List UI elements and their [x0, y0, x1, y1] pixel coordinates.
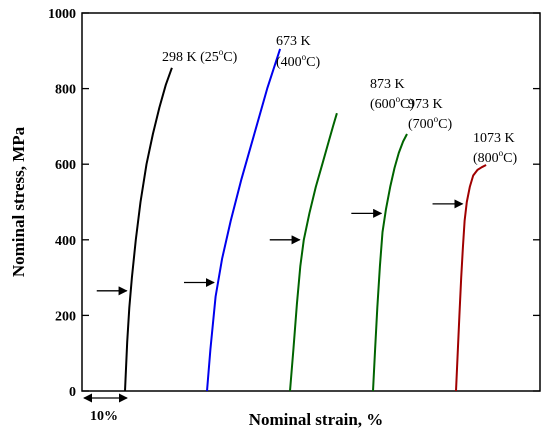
scale-bar-label: 10% — [90, 409, 118, 424]
curve-line — [455, 164, 487, 392]
yield-arrows — [96, 199, 464, 296]
curve-line — [372, 133, 408, 392]
curve-label-line2: (800oC) — [473, 148, 518, 166]
curve-line — [206, 48, 282, 392]
curve-label-line1: 298 K (25oC) — [162, 47, 238, 65]
curve-label-line1: 873 K — [370, 77, 405, 92]
curve-label-line1: 673 K — [276, 34, 311, 49]
y-tick-label: 1000 — [48, 7, 76, 22]
strain-scale-bar: 10% — [83, 393, 128, 424]
y-tick-label: 800 — [55, 83, 76, 98]
y-tick-label: 200 — [55, 309, 76, 324]
curve-label-line2: (700oC) — [408, 114, 453, 132]
y-tick-label: 0 — [69, 385, 76, 400]
curve-labels: 298 K (25oC) 673 K (400oC) 873 K (600oC)973 … — [162, 34, 518, 166]
curve-label-line1: 1073 K — [473, 131, 515, 146]
curves — [124, 48, 487, 392]
y-tick-label: 400 — [55, 234, 76, 249]
curve-label-line1: 973 K — [408, 97, 443, 112]
x-axis-title: Nominal strain, % — [249, 410, 384, 429]
curve-line — [289, 112, 338, 392]
curve-label-line2: (600oC) — [370, 94, 415, 112]
y-axis-title: Nominal stress, MPa — [9, 126, 28, 277]
curve-line — [124, 67, 173, 392]
curve-label-line2: (400oC) — [276, 52, 321, 70]
y-axis: 0 200 400 600 800 1000 — [48, 7, 540, 400]
plot-frame — [81, 12, 541, 392]
y-tick-label: 600 — [55, 158, 76, 173]
